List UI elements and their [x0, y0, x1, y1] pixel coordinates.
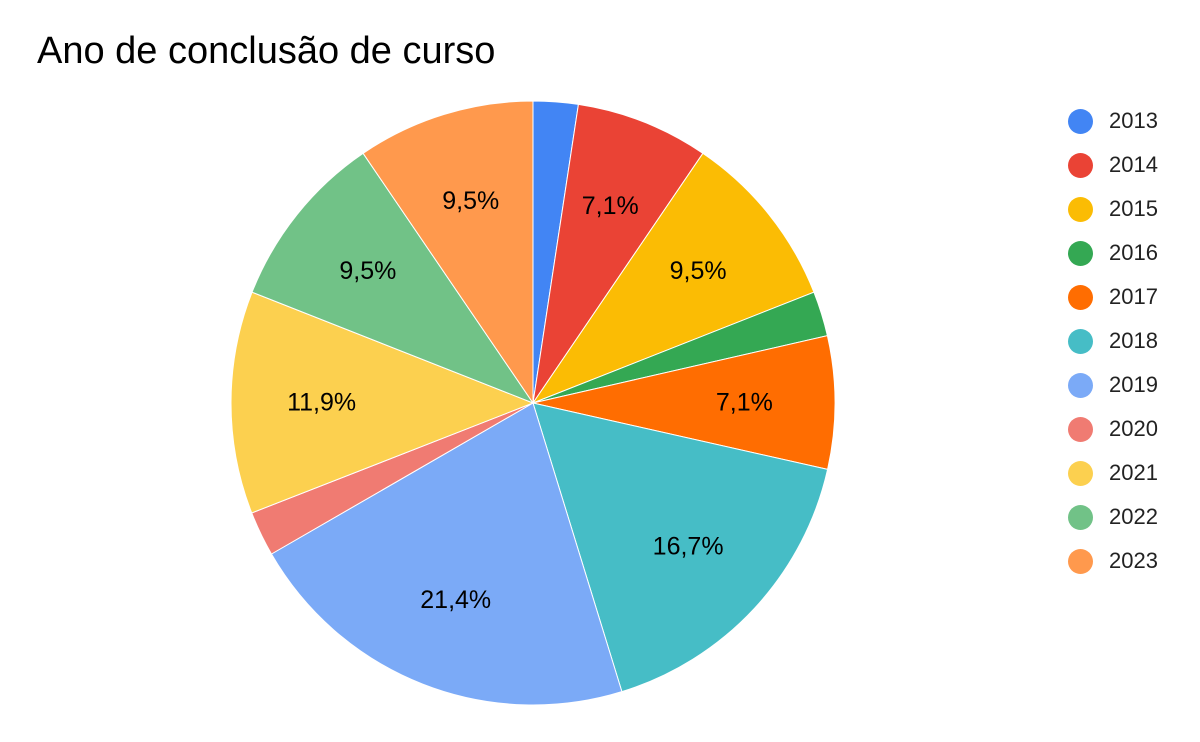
legend-item-2020[interactable]: 2020: [1068, 407, 1158, 451]
legend-item-2014[interactable]: 2014: [1068, 143, 1158, 187]
legend-item-2019[interactable]: 2019: [1068, 363, 1158, 407]
legend-label: 2018: [1109, 328, 1158, 353]
legend-swatch: [1068, 504, 1093, 530]
legend: 2013 2014 2015 2016 2017 2018 2019 2020 2021 2022…: [1068, 99, 1158, 583]
legend-label: 2019: [1109, 372, 1158, 397]
legend-swatch: [1068, 240, 1093, 266]
data-label-2018: 16,7%: [653, 533, 724, 561]
pie-slice-2014[interactable]: [532, 103, 704, 404]
pie-slice-2021[interactable]: [230, 291, 535, 514]
legend-swatch: [1068, 372, 1093, 398]
pie-slice-2015[interactable]: [531, 152, 815, 405]
legend-item-2013[interactable]: 2013: [1068, 99, 1158, 143]
legend-swatch: [1068, 548, 1093, 574]
legend-item-2017[interactable]: 2017: [1068, 275, 1158, 319]
pie-slice-2022[interactable]: [251, 152, 535, 405]
pie-slice-2019[interactable]: [270, 402, 623, 706]
data-label-2019: 21,4%: [420, 586, 491, 614]
data-label-2022: 9,5%: [339, 257, 396, 285]
legend-swatch: [1068, 196, 1093, 222]
legend-item-2022[interactable]: 2022: [1068, 495, 1158, 539]
pie-slice-2017[interactable]: [532, 335, 836, 471]
legend-item-2018[interactable]: 2018: [1068, 319, 1158, 363]
legend-item-2016[interactable]: 2016: [1068, 231, 1158, 275]
legend-label: 2017: [1109, 284, 1158, 309]
legend-label: 2016: [1109, 240, 1158, 265]
data-label-2021: 11,9%: [287, 389, 356, 417]
legend-label: 2020: [1109, 416, 1158, 441]
legend-item-2023[interactable]: 2023: [1068, 539, 1158, 583]
legend-swatch: [1068, 328, 1093, 354]
data-label-2023: 9,5%: [442, 187, 499, 215]
chart-title: Ano de conclusão de curso: [37, 30, 496, 72]
data-label-2015: 9,5%: [670, 257, 727, 285]
pie-slice-2018[interactable]: [532, 402, 829, 693]
pie-slice-2023[interactable]: [362, 100, 534, 405]
legend-swatch: [1068, 416, 1093, 442]
legend-item-2015[interactable]: 2015: [1068, 187, 1158, 231]
legend-label: 2023: [1109, 548, 1158, 573]
legend-label: 2021: [1109, 460, 1158, 485]
legend-label: 2022: [1109, 504, 1158, 529]
legend-swatch: [1068, 108, 1093, 134]
legend-label: 2013: [1109, 108, 1158, 133]
legend-item-2021[interactable]: 2021: [1068, 451, 1158, 495]
legend-label: 2014: [1109, 152, 1158, 177]
data-label-2017: 7,1%: [716, 389, 773, 417]
legend-swatch: [1068, 460, 1093, 486]
data-label-2014: 7,1%: [582, 192, 639, 220]
legend-swatch: [1068, 152, 1093, 178]
legend-swatch: [1068, 284, 1093, 310]
legend-label: 2015: [1109, 196, 1158, 221]
